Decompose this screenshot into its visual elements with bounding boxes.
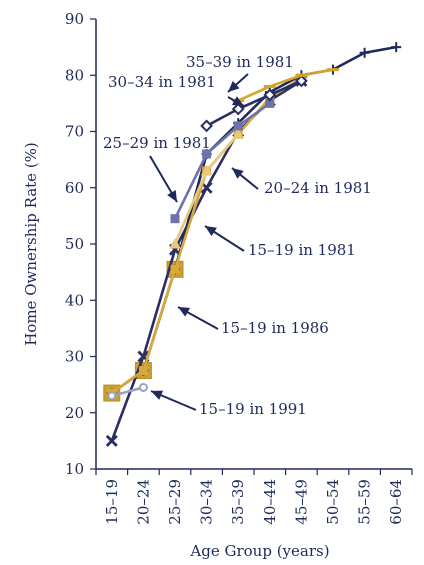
data-point: [263, 88, 277, 102]
series-line: [111, 386, 144, 398]
data-point: [107, 391, 117, 401]
series-7: [200, 74, 308, 133]
y-tick-label: 70: [65, 123, 84, 141]
x-axis-title: Age Group (years): [189, 542, 329, 560]
data-point: [233, 121, 243, 131]
data-point: [391, 42, 402, 53]
x-tick-label: 50–54: [324, 479, 342, 525]
annotation-label: 35–39 in 1981: [186, 53, 294, 71]
annotation-label: 15–19 in 1981: [248, 241, 356, 259]
data-point: [359, 47, 370, 58]
axes: 10 20 30 40 50 60 70 80 90 15–19 20–24 25–29 30–34 35…: [65, 10, 413, 525]
y-tick-label: 40: [65, 291, 84, 309]
arrow-head: [178, 307, 191, 317]
data-point: [200, 119, 214, 133]
data-point: [294, 74, 308, 88]
data-point: [200, 164, 213, 176]
x-tick-label: 15–19: [103, 479, 121, 525]
x-tick-label: 20–24: [134, 479, 152, 525]
series-6: [170, 98, 275, 224]
y-tick-label: 20: [65, 404, 84, 422]
x-tick-label: 40–44: [261, 479, 279, 525]
x-tick-label: 25–29: [166, 479, 184, 525]
y-tick-label: 10: [65, 460, 84, 478]
series-5: [169, 128, 245, 249]
data-point: [232, 128, 245, 139]
y-tick-label: 80: [65, 66, 84, 84]
annotation-label: 15–19 in 1986: [221, 319, 329, 337]
plot-marks: [103, 42, 402, 447]
y-tick-label: 60: [65, 179, 84, 197]
annotations: 35–39 in 1981 30–34 in 1981 25–29 in 1981 2…: [103, 53, 372, 418]
arrow-head: [231, 96, 244, 106]
data-point: [138, 366, 148, 376]
annotation-label: 15–19 in 1991: [199, 400, 307, 418]
series-line: [111, 45, 397, 395]
arrow-head: [167, 189, 177, 202]
y-tick-label: 30: [65, 348, 84, 366]
arrow-head: [232, 168, 244, 179]
series-line: [237, 68, 334, 102]
data-point: [169, 237, 181, 249]
annotation-label: 30–34 in 1981: [108, 73, 216, 91]
x-tick-label: 30–34: [198, 479, 216, 525]
y-tick-label: 90: [65, 10, 84, 28]
annotation-label: 20–24 in 1981: [264, 179, 372, 197]
data-point: [202, 149, 212, 159]
data-point: [170, 264, 180, 274]
data-point: [170, 214, 180, 224]
annotation-label: 25–29 in 1981: [103, 134, 211, 152]
arrow-head: [228, 80, 240, 92]
series-line: [205, 79, 302, 128]
series-line: [173, 102, 271, 220]
arrow-head: [205, 226, 217, 237]
series-4: [107, 382, 148, 401]
data-point: [105, 434, 118, 447]
arrow-head: [151, 390, 164, 400]
x-tick-label: 45–49: [292, 479, 310, 525]
y-axis-title: Home Ownership Rate (%): [22, 142, 40, 346]
data-point: [138, 382, 148, 392]
x-tick-label: 60–64: [387, 479, 405, 525]
y-tick-label: 50: [65, 235, 84, 253]
data-point: [231, 102, 245, 116]
x-tick-label: 35–39: [229, 479, 247, 525]
x-tick-label: 55–59: [356, 479, 374, 525]
